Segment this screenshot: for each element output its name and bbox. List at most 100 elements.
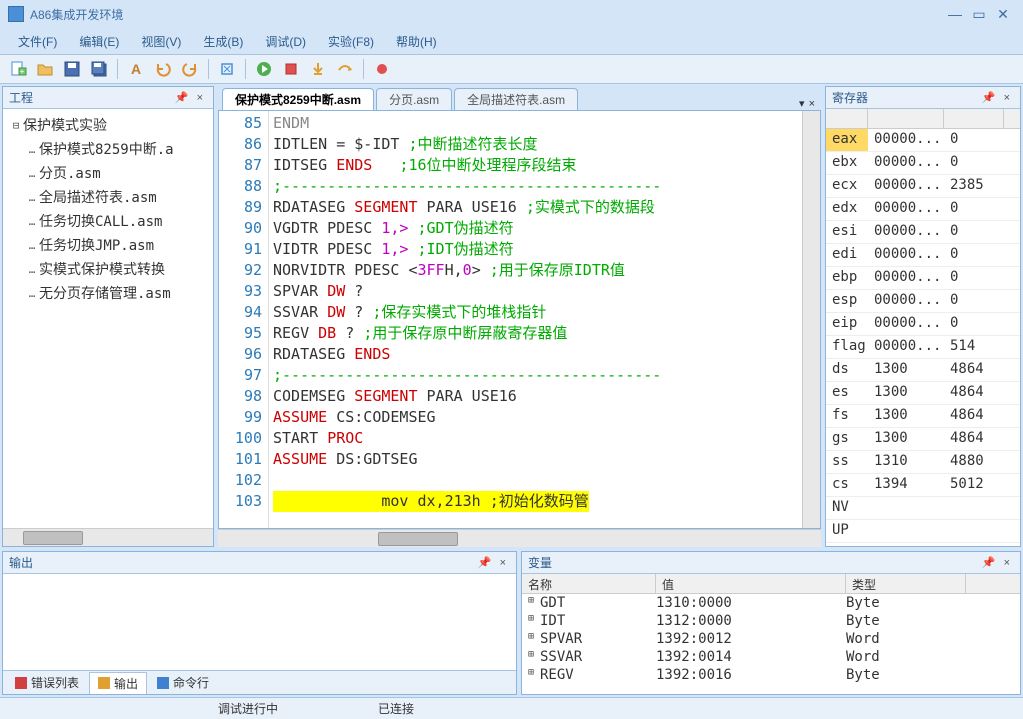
output-tab[interactable]: 错误列表 bbox=[7, 672, 87, 693]
project-tree[interactable]: ⊟ 保护模式实验… 保护模式8259中断.a… 分页.asm… 全局描述符表.a… bbox=[3, 109, 213, 528]
registers-table[interactable]: eax00000...0ebx00000...0ecx00000...2385e… bbox=[826, 129, 1020, 546]
save-all-button[interactable] bbox=[87, 57, 111, 81]
titlebar: A86集成开发环境 ― ▭ ✕ bbox=[0, 0, 1023, 28]
menu-item[interactable]: 编辑(E) bbox=[69, 30, 129, 53]
menu-item[interactable]: 生成(B) bbox=[193, 30, 253, 53]
menu-item[interactable]: 帮助(H) bbox=[386, 30, 447, 53]
variable-row[interactable]: ⊞SPVAR1392:0012Word bbox=[522, 630, 1020, 648]
register-row[interactable]: eip00000...0 bbox=[826, 313, 1020, 336]
pin-icon[interactable]: 📌 bbox=[474, 556, 496, 569]
register-row[interactable]: esi00000...0 bbox=[826, 221, 1020, 244]
registers-panel: 寄存器 📌 × eax00000...0ebx00000...0ecx00000… bbox=[825, 86, 1021, 547]
register-row[interactable]: ebp00000...0 bbox=[826, 267, 1020, 290]
redo-button[interactable] bbox=[178, 57, 202, 81]
register-row[interactable]: edi00000...0 bbox=[826, 244, 1020, 267]
output-panel: 输出 📌 × 错误列表输出命令行 bbox=[2, 551, 517, 695]
variable-row[interactable]: ⊞REGV1392:0016Byte bbox=[522, 666, 1020, 684]
register-row[interactable]: ss13104880 bbox=[826, 451, 1020, 474]
status-left: 调试进行中 bbox=[218, 700, 378, 717]
register-row[interactable]: fs13004864 bbox=[826, 405, 1020, 428]
vars-header: 名称值类型 bbox=[522, 574, 1020, 594]
menu-item[interactable]: 视图(V) bbox=[131, 30, 191, 53]
font-button[interactable]: A bbox=[124, 57, 148, 81]
register-row[interactable]: esp00000...0 bbox=[826, 290, 1020, 313]
open-button[interactable] bbox=[33, 57, 57, 81]
editor-vscroll[interactable] bbox=[802, 111, 820, 528]
close-button[interactable]: ✕ bbox=[991, 6, 1015, 23]
register-row[interactable]: ds13004864 bbox=[826, 359, 1020, 382]
close-panel-icon[interactable]: × bbox=[1000, 557, 1014, 569]
editor-tab[interactable]: 保护模式8259中断.asm bbox=[222, 88, 374, 110]
save-button[interactable] bbox=[60, 57, 84, 81]
tree-file[interactable]: … 全局描述符表.asm bbox=[5, 185, 211, 209]
maximize-button[interactable]: ▭ bbox=[967, 6, 991, 23]
tree-file[interactable]: … 任务切换CALL.asm bbox=[5, 209, 211, 233]
variable-row[interactable]: ⊞GDT1310:0000Byte bbox=[522, 594, 1020, 612]
tree-file[interactable]: … 分页.asm bbox=[5, 161, 211, 185]
new-file-button[interactable]: + bbox=[6, 57, 30, 81]
output-tab[interactable]: 输出 bbox=[89, 672, 147, 694]
toolbar: + A bbox=[0, 54, 1023, 84]
register-row[interactable]: UP bbox=[826, 520, 1020, 543]
register-row[interactable]: es13004864 bbox=[826, 382, 1020, 405]
register-row[interactable]: eax00000...0 bbox=[826, 129, 1020, 152]
tab-close-icon[interactable]: × bbox=[809, 98, 815, 110]
editor-hscroll[interactable] bbox=[218, 529, 821, 547]
pin-icon[interactable]: 📌 bbox=[978, 91, 1000, 104]
minimize-button[interactable]: ― bbox=[943, 6, 967, 22]
statusbar: 调试进行中 已连接 bbox=[0, 697, 1023, 719]
step-over-button[interactable] bbox=[333, 57, 357, 81]
project-hscroll[interactable] bbox=[3, 528, 213, 546]
output-tabs: 错误列表输出命令行 bbox=[3, 670, 516, 694]
tree-file[interactable]: … 保护模式8259中断.a bbox=[5, 137, 211, 161]
menu-item[interactable]: 调试(D) bbox=[255, 30, 316, 53]
variables-panel: 变量 📌 × 名称值类型 ⊞GDT1310:0000Byte⊞IDT1312:0… bbox=[521, 551, 1021, 695]
editor-tabs: 保护模式8259中断.asm分页.asm全局描述符表.asm ▾ × bbox=[218, 86, 821, 110]
project-panel: 工程 📌 × ⊟ 保护模式实验… 保护模式8259中断.a… 分页.asm… 全… bbox=[2, 86, 214, 547]
register-row[interactable]: ecx00000...2385 bbox=[826, 175, 1020, 198]
line-gutter: 8586878889909192939495969798991001011021… bbox=[219, 111, 269, 528]
vars-body[interactable]: ⊞GDT1310:0000Byte⊞IDT1312:0000Byte⊞SPVAR… bbox=[522, 594, 1020, 694]
code-body[interactable]: ENDMIDTLEN = $-IDT ;中断描述符表长度IDTSEG ENDS … bbox=[269, 111, 802, 528]
tree-file[interactable]: … 无分页存储管理.asm bbox=[5, 281, 211, 305]
project-panel-title: 工程 bbox=[9, 89, 171, 106]
breakpoint-button[interactable] bbox=[370, 57, 394, 81]
menubar: 文件(F)编辑(E)视图(V)生成(B)调试(D)实验(F8)帮助(H) bbox=[0, 28, 1023, 54]
menu-item[interactable]: 文件(F) bbox=[8, 30, 67, 53]
editor-tab[interactable]: 分页.asm bbox=[376, 88, 452, 110]
close-panel-icon[interactable]: × bbox=[193, 92, 207, 104]
build-button[interactable] bbox=[215, 57, 239, 81]
register-row[interactable]: gs13004864 bbox=[826, 428, 1020, 451]
register-row[interactable]: NV bbox=[826, 497, 1020, 520]
svg-text:A: A bbox=[131, 61, 141, 77]
variable-row[interactable]: ⊞SSVAR1392:0014Word bbox=[522, 648, 1020, 666]
tab-dropdown-icon[interactable]: ▾ bbox=[799, 97, 805, 110]
register-row[interactable]: ebx00000...0 bbox=[826, 152, 1020, 175]
variable-row[interactable]: ⊞IDT1312:0000Byte bbox=[522, 612, 1020, 630]
menu-item[interactable]: 实验(F8) bbox=[318, 30, 384, 53]
code-editor[interactable]: 8586878889909192939495969798991001011021… bbox=[218, 110, 821, 529]
registers-header bbox=[826, 109, 1020, 129]
editor-tab[interactable]: 全局描述符表.asm bbox=[454, 88, 578, 110]
register-row[interactable]: cs13945012 bbox=[826, 474, 1020, 497]
step-into-button[interactable] bbox=[306, 57, 330, 81]
close-panel-icon[interactable]: × bbox=[1000, 92, 1014, 104]
tree-root[interactable]: ⊟ 保护模式实验 bbox=[5, 113, 211, 137]
app-title: A86集成开发环境 bbox=[30, 6, 943, 23]
pin-icon[interactable]: 📌 bbox=[171, 91, 193, 104]
pin-icon[interactable]: 📌 bbox=[978, 556, 1000, 569]
status-right: 已连接 bbox=[378, 700, 514, 717]
undo-button[interactable] bbox=[151, 57, 175, 81]
tree-file[interactable]: … 任务切换JMP.asm bbox=[5, 233, 211, 257]
tree-file[interactable]: … 实模式保护模式转换 bbox=[5, 257, 211, 281]
register-row[interactable]: edx00000...0 bbox=[826, 198, 1020, 221]
registers-panel-title: 寄存器 bbox=[832, 89, 978, 106]
stop-button[interactable] bbox=[279, 57, 303, 81]
output-body bbox=[3, 574, 516, 670]
output-tab[interactable]: 命令行 bbox=[149, 672, 217, 693]
variables-panel-title: 变量 bbox=[528, 554, 978, 571]
svg-text:+: + bbox=[20, 67, 25, 76]
register-row[interactable]: flag00000...514 bbox=[826, 336, 1020, 359]
close-panel-icon[interactable]: × bbox=[496, 557, 510, 569]
run-button[interactable] bbox=[252, 57, 276, 81]
